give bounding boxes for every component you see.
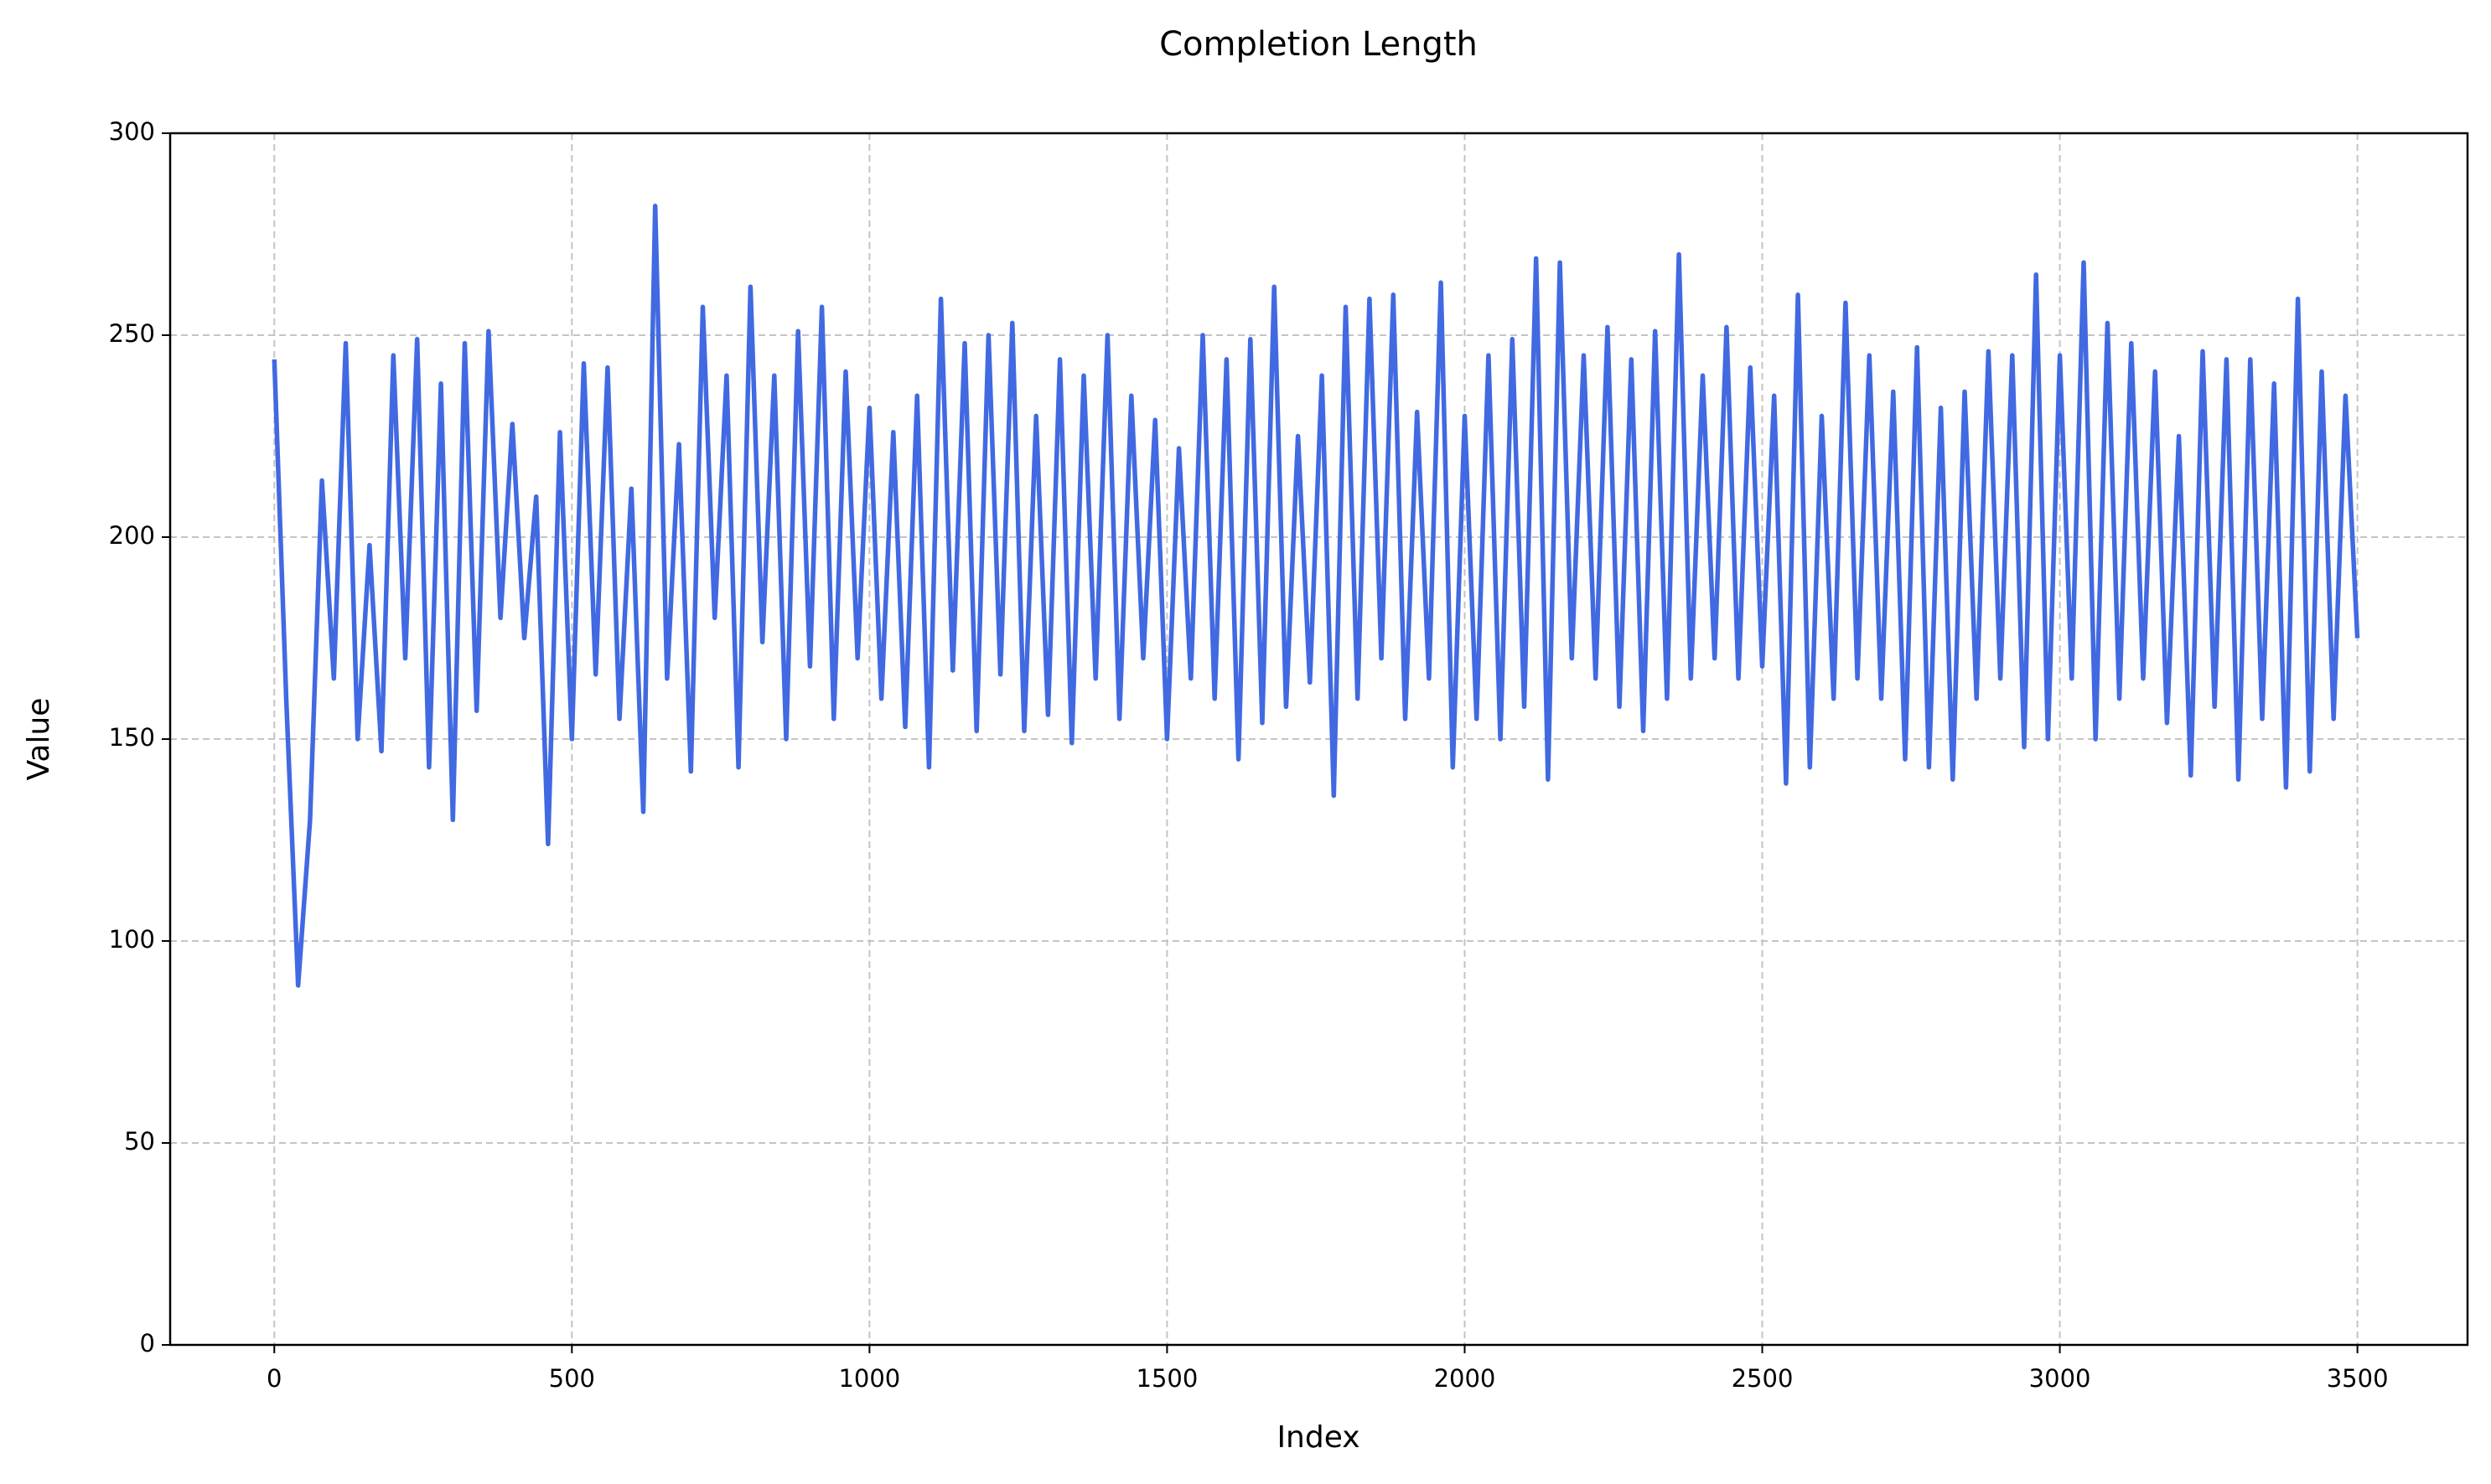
- plot-frame: [168, 132, 2469, 1347]
- y-tick-label: 300: [109, 117, 155, 146]
- x-tick-label: 2500: [1732, 1364, 1794, 1393]
- x-tick-label: 0: [267, 1364, 282, 1393]
- y-tick-label: 50: [124, 1127, 155, 1156]
- x-axis-label: Index: [1277, 1420, 1359, 1455]
- x-tick-label: 500: [549, 1364, 595, 1393]
- data-line: [272, 204, 2360, 988]
- chart-title: Completion Length: [1159, 25, 1478, 64]
- y-tick-label: 100: [109, 925, 155, 954]
- y-tick-label: 250: [109, 319, 155, 348]
- x-tick-label: 2000: [1434, 1364, 1496, 1393]
- y-tick-label: 0: [140, 1329, 155, 1357]
- y-tick-label: 150: [109, 723, 155, 752]
- x-tick-label: 1000: [838, 1364, 900, 1393]
- x-tick-label: 3000: [2029, 1364, 2091, 1393]
- x-tick-label: 3500: [2327, 1364, 2389, 1393]
- y-tick-label: 200: [109, 521, 155, 550]
- x-tick-label: 1500: [1137, 1364, 1199, 1393]
- y-axis-label: Value: [22, 698, 56, 781]
